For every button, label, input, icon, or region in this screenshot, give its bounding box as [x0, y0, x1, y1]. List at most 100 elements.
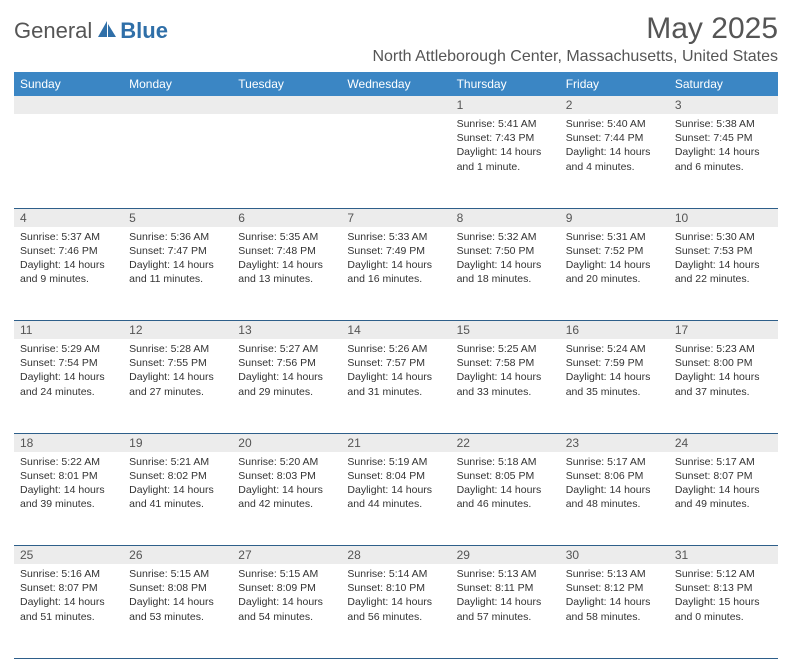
header: General Blue May 2025 North Attleborough… [14, 12, 778, 66]
day-number: 14 [341, 321, 450, 340]
day-number: 1 [451, 96, 560, 114]
day-cell: Sunrise: 5:26 AMSunset: 7:57 PMDaylight:… [341, 339, 450, 433]
day-number: 21 [341, 433, 450, 452]
month-title: May 2025 [372, 12, 778, 46]
day-details: Sunrise: 5:33 AMSunset: 7:49 PMDaylight:… [341, 227, 450, 291]
location: North Attleborough Center, Massachusetts… [372, 48, 778, 66]
day-details: Sunrise: 5:28 AMSunset: 7:55 PMDaylight:… [123, 339, 232, 403]
day-body-row: Sunrise: 5:41 AMSunset: 7:43 PMDaylight:… [14, 114, 778, 208]
title-block: May 2025 North Attleborough Center, Mass… [372, 12, 778, 66]
day-number: 27 [232, 546, 341, 565]
day-cell: Sunrise: 5:27 AMSunset: 7:56 PMDaylight:… [232, 339, 341, 433]
day-details: Sunrise: 5:21 AMSunset: 8:02 PMDaylight:… [123, 452, 232, 516]
day-number [14, 96, 123, 114]
day-details: Sunrise: 5:17 AMSunset: 8:06 PMDaylight:… [560, 452, 669, 516]
day-number: 4 [14, 208, 123, 227]
day-details: Sunrise: 5:18 AMSunset: 8:05 PMDaylight:… [451, 452, 560, 516]
day-cell [341, 114, 450, 208]
day-details: Sunrise: 5:16 AMSunset: 8:07 PMDaylight:… [14, 564, 123, 628]
day-number-row: 123 [14, 96, 778, 114]
day-header: Thursday [451, 72, 560, 96]
day-number: 18 [14, 433, 123, 452]
day-number [123, 96, 232, 114]
day-cell: Sunrise: 5:18 AMSunset: 8:05 PMDaylight:… [451, 452, 560, 546]
day-details: Sunrise: 5:38 AMSunset: 7:45 PMDaylight:… [669, 114, 778, 178]
day-details: Sunrise: 5:32 AMSunset: 7:50 PMDaylight:… [451, 227, 560, 291]
day-number: 6 [232, 208, 341, 227]
day-details: Sunrise: 5:24 AMSunset: 7:59 PMDaylight:… [560, 339, 669, 403]
calendar-table: SundayMondayTuesdayWednesdayThursdayFrid… [14, 72, 778, 659]
day-header: Tuesday [232, 72, 341, 96]
day-cell: Sunrise: 5:37 AMSunset: 7:46 PMDaylight:… [14, 227, 123, 321]
day-cell: Sunrise: 5:15 AMSunset: 8:09 PMDaylight:… [232, 564, 341, 658]
day-number: 24 [669, 433, 778, 452]
day-number: 15 [451, 321, 560, 340]
day-number-row: 45678910 [14, 208, 778, 227]
day-details: Sunrise: 5:15 AMSunset: 8:08 PMDaylight:… [123, 564, 232, 628]
day-number: 31 [669, 546, 778, 565]
day-number: 29 [451, 546, 560, 565]
day-header: Monday [123, 72, 232, 96]
day-cell: Sunrise: 5:40 AMSunset: 7:44 PMDaylight:… [560, 114, 669, 208]
day-details: Sunrise: 5:40 AMSunset: 7:44 PMDaylight:… [560, 114, 669, 178]
day-details: Sunrise: 5:23 AMSunset: 8:00 PMDaylight:… [669, 339, 778, 403]
day-cell: Sunrise: 5:25 AMSunset: 7:58 PMDaylight:… [451, 339, 560, 433]
day-cell: Sunrise: 5:19 AMSunset: 8:04 PMDaylight:… [341, 452, 450, 546]
day-body-row: Sunrise: 5:16 AMSunset: 8:07 PMDaylight:… [14, 564, 778, 658]
day-number: 5 [123, 208, 232, 227]
day-details: Sunrise: 5:13 AMSunset: 8:11 PMDaylight:… [451, 564, 560, 628]
day-cell: Sunrise: 5:17 AMSunset: 8:06 PMDaylight:… [560, 452, 669, 546]
day-number: 16 [560, 321, 669, 340]
day-number: 3 [669, 96, 778, 114]
day-details: Sunrise: 5:25 AMSunset: 7:58 PMDaylight:… [451, 339, 560, 403]
day-cell: Sunrise: 5:28 AMSunset: 7:55 PMDaylight:… [123, 339, 232, 433]
day-details: Sunrise: 5:20 AMSunset: 8:03 PMDaylight:… [232, 452, 341, 516]
day-number: 22 [451, 433, 560, 452]
day-cell: Sunrise: 5:12 AMSunset: 8:13 PMDaylight:… [669, 564, 778, 658]
day-number: 13 [232, 321, 341, 340]
day-cell: Sunrise: 5:15 AMSunset: 8:08 PMDaylight:… [123, 564, 232, 658]
day-cell: Sunrise: 5:20 AMSunset: 8:03 PMDaylight:… [232, 452, 341, 546]
day-number: 28 [341, 546, 450, 565]
day-cell: Sunrise: 5:29 AMSunset: 7:54 PMDaylight:… [14, 339, 123, 433]
day-number: 10 [669, 208, 778, 227]
day-body-row: Sunrise: 5:22 AMSunset: 8:01 PMDaylight:… [14, 452, 778, 546]
day-body-row: Sunrise: 5:37 AMSunset: 7:46 PMDaylight:… [14, 227, 778, 321]
day-number [232, 96, 341, 114]
day-number: 26 [123, 546, 232, 565]
day-details: Sunrise: 5:37 AMSunset: 7:46 PMDaylight:… [14, 227, 123, 291]
day-cell: Sunrise: 5:13 AMSunset: 8:12 PMDaylight:… [560, 564, 669, 658]
day-header: Friday [560, 72, 669, 96]
day-number-row: 11121314151617 [14, 321, 778, 340]
day-cell: Sunrise: 5:13 AMSunset: 8:11 PMDaylight:… [451, 564, 560, 658]
day-header: Saturday [669, 72, 778, 96]
day-cell: Sunrise: 5:38 AMSunset: 7:45 PMDaylight:… [669, 114, 778, 208]
day-number: 17 [669, 321, 778, 340]
day-cell [232, 114, 341, 208]
day-cell: Sunrise: 5:21 AMSunset: 8:02 PMDaylight:… [123, 452, 232, 546]
day-header: Wednesday [341, 72, 450, 96]
day-details: Sunrise: 5:27 AMSunset: 7:56 PMDaylight:… [232, 339, 341, 403]
day-cell: Sunrise: 5:30 AMSunset: 7:53 PMDaylight:… [669, 227, 778, 321]
day-details: Sunrise: 5:17 AMSunset: 8:07 PMDaylight:… [669, 452, 778, 516]
day-number: 2 [560, 96, 669, 114]
day-details: Sunrise: 5:14 AMSunset: 8:10 PMDaylight:… [341, 564, 450, 628]
day-cell [14, 114, 123, 208]
day-cell: Sunrise: 5:32 AMSunset: 7:50 PMDaylight:… [451, 227, 560, 321]
day-cell [123, 114, 232, 208]
day-details: Sunrise: 5:31 AMSunset: 7:52 PMDaylight:… [560, 227, 669, 291]
day-number-row: 25262728293031 [14, 546, 778, 565]
day-header: Sunday [14, 72, 123, 96]
day-cell: Sunrise: 5:17 AMSunset: 8:07 PMDaylight:… [669, 452, 778, 546]
logo-text-blue: Blue [120, 18, 168, 44]
day-body-row: Sunrise: 5:29 AMSunset: 7:54 PMDaylight:… [14, 339, 778, 433]
day-cell: Sunrise: 5:22 AMSunset: 8:01 PMDaylight:… [14, 452, 123, 546]
day-details: Sunrise: 5:35 AMSunset: 7:48 PMDaylight:… [232, 227, 341, 291]
day-details: Sunrise: 5:15 AMSunset: 8:09 PMDaylight:… [232, 564, 341, 628]
day-details: Sunrise: 5:22 AMSunset: 8:01 PMDaylight:… [14, 452, 123, 516]
day-details: Sunrise: 5:19 AMSunset: 8:04 PMDaylight:… [341, 452, 450, 516]
day-number: 12 [123, 321, 232, 340]
calendar-head: SundayMondayTuesdayWednesdayThursdayFrid… [14, 72, 778, 96]
day-details: Sunrise: 5:36 AMSunset: 7:47 PMDaylight:… [123, 227, 232, 291]
day-cell: Sunrise: 5:35 AMSunset: 7:48 PMDaylight:… [232, 227, 341, 321]
